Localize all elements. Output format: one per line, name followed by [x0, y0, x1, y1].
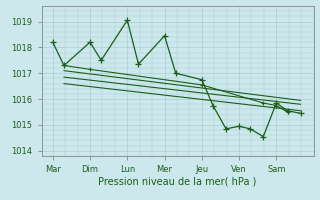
X-axis label: Pression niveau de la mer( hPa ): Pression niveau de la mer( hPa ): [99, 177, 257, 187]
